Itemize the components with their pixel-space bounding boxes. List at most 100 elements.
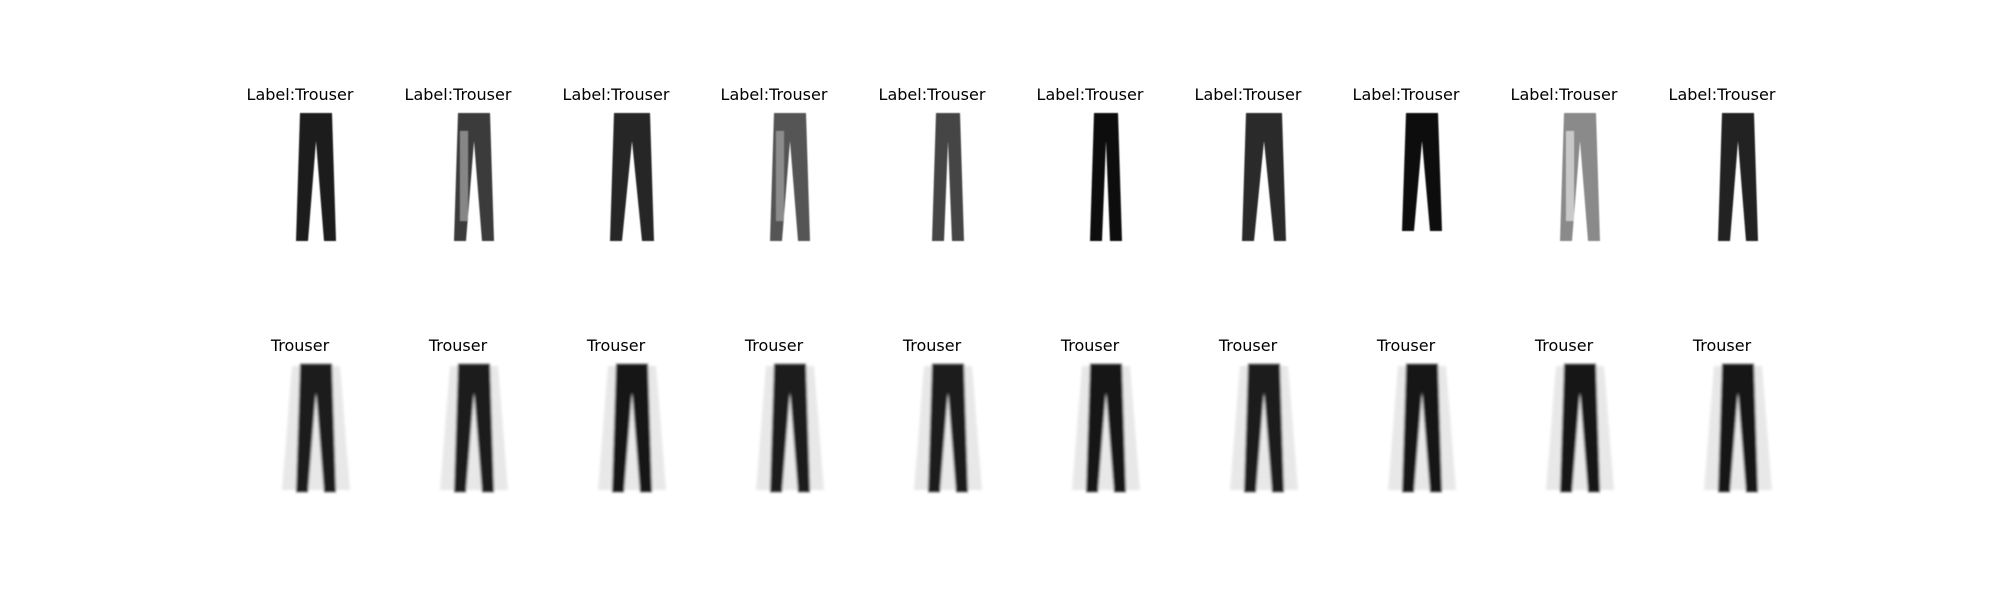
input-image-cell: Label:Trouser [552,85,680,255]
trouser-image-box [1698,362,1778,494]
input-image-cell: Label:Trouser [1658,85,1786,255]
trouser-shape [770,364,810,492]
image-title: Label:Trouser [404,85,512,104]
trouser-image-box [276,111,356,243]
trouser-shape [296,113,336,241]
trouser-shape [932,113,964,241]
trouser-image-box [1224,362,1304,494]
trouser-image [914,364,982,492]
trouser-image [932,113,964,241]
generated-image-cell: Trouser [1184,336,1312,506]
generated-image-cell: Trouser [1658,336,1786,506]
trouser-image-box [1540,111,1620,243]
trouser-image [1718,113,1758,241]
image-title: Trouser [902,336,962,355]
trouser-shape [1242,113,1286,241]
image-title: Trouser [586,336,646,355]
trouser-shape [1560,364,1600,492]
trouser-image [1242,113,1286,241]
trouser-image-box [1382,362,1462,494]
generated-image-cell: Trouser [236,336,364,506]
image-title: Trouser [1376,336,1436,355]
input-image-cell: Label:Trouser [394,85,522,255]
trouser-image-box [1066,111,1146,243]
image-title: Trouser [1218,336,1278,355]
image-title: Label:Trouser [246,85,354,104]
trouser-image-box [1698,111,1778,243]
image-title: Trouser [1534,336,1594,355]
trouser-image-box [434,362,514,494]
trouser-image-box [1224,111,1304,243]
input-images-row: Label:Trouser Label:Trouser Label:Trouser L… [0,85,2000,255]
trouser-shape [1402,364,1442,492]
input-image-cell: Label:Trouser [1184,85,1312,255]
image-title: Label:Trouser [1352,85,1460,104]
trouser-shape [296,364,336,492]
trouser-image-box [908,362,988,494]
trouser-image [1230,364,1298,492]
trouser-image [1704,364,1772,492]
trouser-image-box [276,362,356,494]
trouser-image-box [592,111,672,243]
trouser-image [296,113,336,241]
image-title: Trouser [428,336,488,355]
fabric-highlight [1566,131,1574,221]
trouser-image-box [908,111,988,243]
trouser-image [598,364,666,492]
generated-image-cell: Trouser [1026,336,1154,506]
fabric-highlight [460,131,468,221]
image-title: Label:Trouser [1668,85,1776,104]
image-title: Label:Trouser [1036,85,1144,104]
trouser-image-box [592,362,672,494]
image-title: Label:Trouser [562,85,670,104]
trouser-shape [1718,113,1758,241]
trouser-shape [928,364,968,492]
fabric-highlight [776,131,784,221]
image-title: Trouser [1060,336,1120,355]
input-image-cell: Label:Trouser [236,85,364,255]
trouser-shape [612,364,652,492]
trouser-image [454,113,494,241]
image-title: Trouser [270,336,330,355]
trouser-image-box [750,111,830,243]
trouser-image [1072,364,1140,492]
trouser-image-box [750,362,830,494]
trouser-shape [454,364,494,492]
trouser-image-box [1066,362,1146,494]
generated-image-cell: Trouser [1342,336,1470,506]
input-image-cell: Label:Trouser [1500,85,1628,255]
image-title: Label:Trouser [1194,85,1302,104]
trouser-image [1402,113,1442,231]
image-title: Label:Trouser [878,85,986,104]
trouser-image-box [1382,111,1462,243]
generated-image-cell: Trouser [1500,336,1628,506]
input-image-cell: Label:Trouser [710,85,838,255]
generated-image-cell: Trouser [394,336,522,506]
trouser-shape [1244,364,1284,492]
trouser-image [756,364,824,492]
trouser-image [610,113,654,241]
trouser-shape [1402,113,1442,231]
trouser-image-box [1540,362,1620,494]
generated-image-cell: Trouser [710,336,838,506]
trouser-shape [1718,364,1758,492]
input-image-cell: Label:Trouser [1342,85,1470,255]
generated-image-cell: Trouser [552,336,680,506]
trouser-image-box [434,111,514,243]
image-title: Label:Trouser [1510,85,1618,104]
trouser-image [1560,113,1600,241]
generated-images-row: Trouser Trouser Trouser Trouser Trouser Trous… [0,336,2000,506]
trouser-shape [1090,113,1122,241]
trouser-image [282,364,350,492]
trouser-image [770,113,810,241]
trouser-image [440,364,508,492]
input-image-cell: Label:Trouser [868,85,996,255]
generated-image-cell: Trouser [868,336,996,506]
image-title: Trouser [1692,336,1752,355]
trouser-image [1090,113,1122,241]
trouser-image [1546,364,1614,492]
trouser-shape [610,113,654,241]
image-title: Label:Trouser [720,85,828,104]
image-title: Trouser [744,336,804,355]
trouser-image [1388,364,1456,492]
